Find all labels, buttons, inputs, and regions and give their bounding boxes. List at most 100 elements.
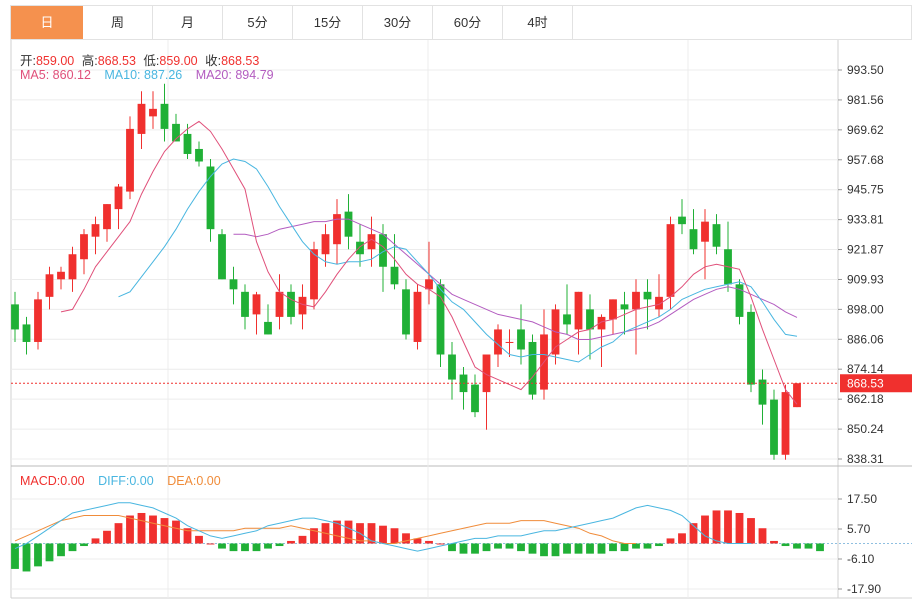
- close-label: 收:: [205, 54, 222, 68]
- macd-bar: [620, 543, 629, 552]
- macd-bar: [390, 528, 399, 544]
- macd-bar: [425, 540, 433, 544]
- macd-bar: [517, 543, 525, 552]
- ytick-label: 993.50: [847, 63, 884, 77]
- candle-body: [655, 296, 663, 310]
- ytick-label: 909.93: [847, 272, 884, 286]
- last-price-label: 868.53: [847, 376, 884, 390]
- dea-value: 0.00: [196, 474, 221, 488]
- candle-body: [402, 289, 410, 335]
- macd-bar: [287, 540, 295, 544]
- macd-bar: [402, 533, 410, 544]
- ma-info: MA5: 860.12 MA10: 887.26 MA20: 894.79: [20, 68, 278, 82]
- candle-body: [57, 271, 65, 280]
- candle-body: [287, 291, 295, 317]
- ma5-label: MA5:: [20, 68, 50, 82]
- tab-6[interactable]: 60分: [433, 6, 503, 39]
- ytick-label: 921.87: [847, 243, 884, 257]
- macd-bar: [770, 540, 778, 544]
- tab-2[interactable]: 月: [153, 6, 223, 39]
- macd-bar: [45, 543, 54, 562]
- macd-bar: [597, 543, 606, 554]
- ytick-label: 945.75: [847, 183, 884, 197]
- ma10-value: 887.26: [144, 68, 183, 82]
- candle-body: [471, 384, 479, 413]
- candle-body: [298, 296, 307, 315]
- candle-body: [735, 284, 744, 317]
- macd-bar: [195, 535, 203, 544]
- macd-bar: [11, 543, 19, 569]
- macd-bar: [333, 520, 341, 544]
- tab-1[interactable]: 周: [83, 6, 153, 39]
- candle-body: [206, 166, 215, 230]
- candle-body: [609, 299, 617, 320]
- candle-body: [712, 224, 721, 247]
- tab-7[interactable]: 4时: [503, 6, 573, 39]
- candle-body: [45, 274, 54, 297]
- candle-body: [643, 291, 652, 300]
- tab-3[interactable]: 5分: [223, 6, 293, 39]
- candle-body: [229, 279, 238, 290]
- candle-body: [356, 241, 364, 255]
- open-value: 859.00: [35, 54, 75, 68]
- macd-bar: [160, 518, 169, 544]
- macd-bar: [34, 543, 42, 567]
- macd-bar: [551, 543, 560, 557]
- candle-body: [597, 316, 606, 330]
- macd-bar: [126, 515, 134, 544]
- macd-bar: [137, 512, 146, 544]
- candle-body: [666, 224, 675, 297]
- candle-body: [425, 279, 433, 290]
- macd-bar: [563, 543, 571, 554]
- macd-bar: [701, 515, 709, 544]
- candle-body: [103, 204, 111, 230]
- candle-body: [379, 234, 387, 267]
- candle-body: [241, 291, 249, 317]
- low-label: 低:: [143, 54, 160, 68]
- ohlc-info: 开:859.00 高:868.53 低:859.00 收:868.53: [20, 50, 263, 69]
- macd-bar: [758, 528, 767, 544]
- tab-4[interactable]: 15分: [293, 6, 363, 39]
- macd-bar: [264, 543, 272, 549]
- candle-body: [793, 383, 801, 408]
- diff-value: 0.00: [129, 474, 154, 488]
- tab-0[interactable]: 日: [11, 6, 83, 39]
- candle-body: [436, 284, 445, 355]
- sub-ytick-label: 17.50: [847, 492, 877, 506]
- macd-bar: [586, 543, 594, 554]
- candle-body: [344, 211, 353, 237]
- macd-bar: [275, 543, 284, 547]
- candle-body: [333, 214, 341, 245]
- candle-body: [781, 392, 790, 455]
- candle-body: [91, 224, 100, 237]
- macd-bar: [724, 510, 732, 544]
- macd-bar: [252, 543, 261, 552]
- close-value: 868.53: [221, 54, 260, 68]
- macd-value: 0.00: [60, 474, 85, 488]
- macd-bar: [413, 538, 422, 544]
- dea-line: [14, 515, 636, 544]
- candle-body: [528, 341, 537, 395]
- macd-bar: [436, 543, 445, 545]
- macd-bar: [471, 543, 479, 554]
- macd-bar: [367, 523, 376, 544]
- macd-bar: [505, 543, 514, 549]
- macd-bar: [68, 543, 77, 552]
- high-label: 高:: [81, 54, 98, 68]
- macd-bar: [114, 523, 123, 544]
- tab-5[interactable]: 30分: [363, 6, 433, 39]
- candle-body: [413, 291, 422, 342]
- candle-body: [68, 254, 77, 280]
- diff-label: DIFF:: [98, 474, 130, 488]
- candle-body: [689, 229, 698, 250]
- candle-body: [11, 304, 19, 330]
- candle-body: [574, 291, 583, 330]
- macd-bar: [379, 525, 387, 544]
- macd-bar: [666, 538, 675, 544]
- candle-body: [747, 311, 755, 385]
- macd-bar: [655, 543, 663, 547]
- candle-body: [390, 266, 399, 285]
- ytick-label: 969.62: [847, 123, 884, 137]
- ma20-label: MA20:: [195, 68, 232, 82]
